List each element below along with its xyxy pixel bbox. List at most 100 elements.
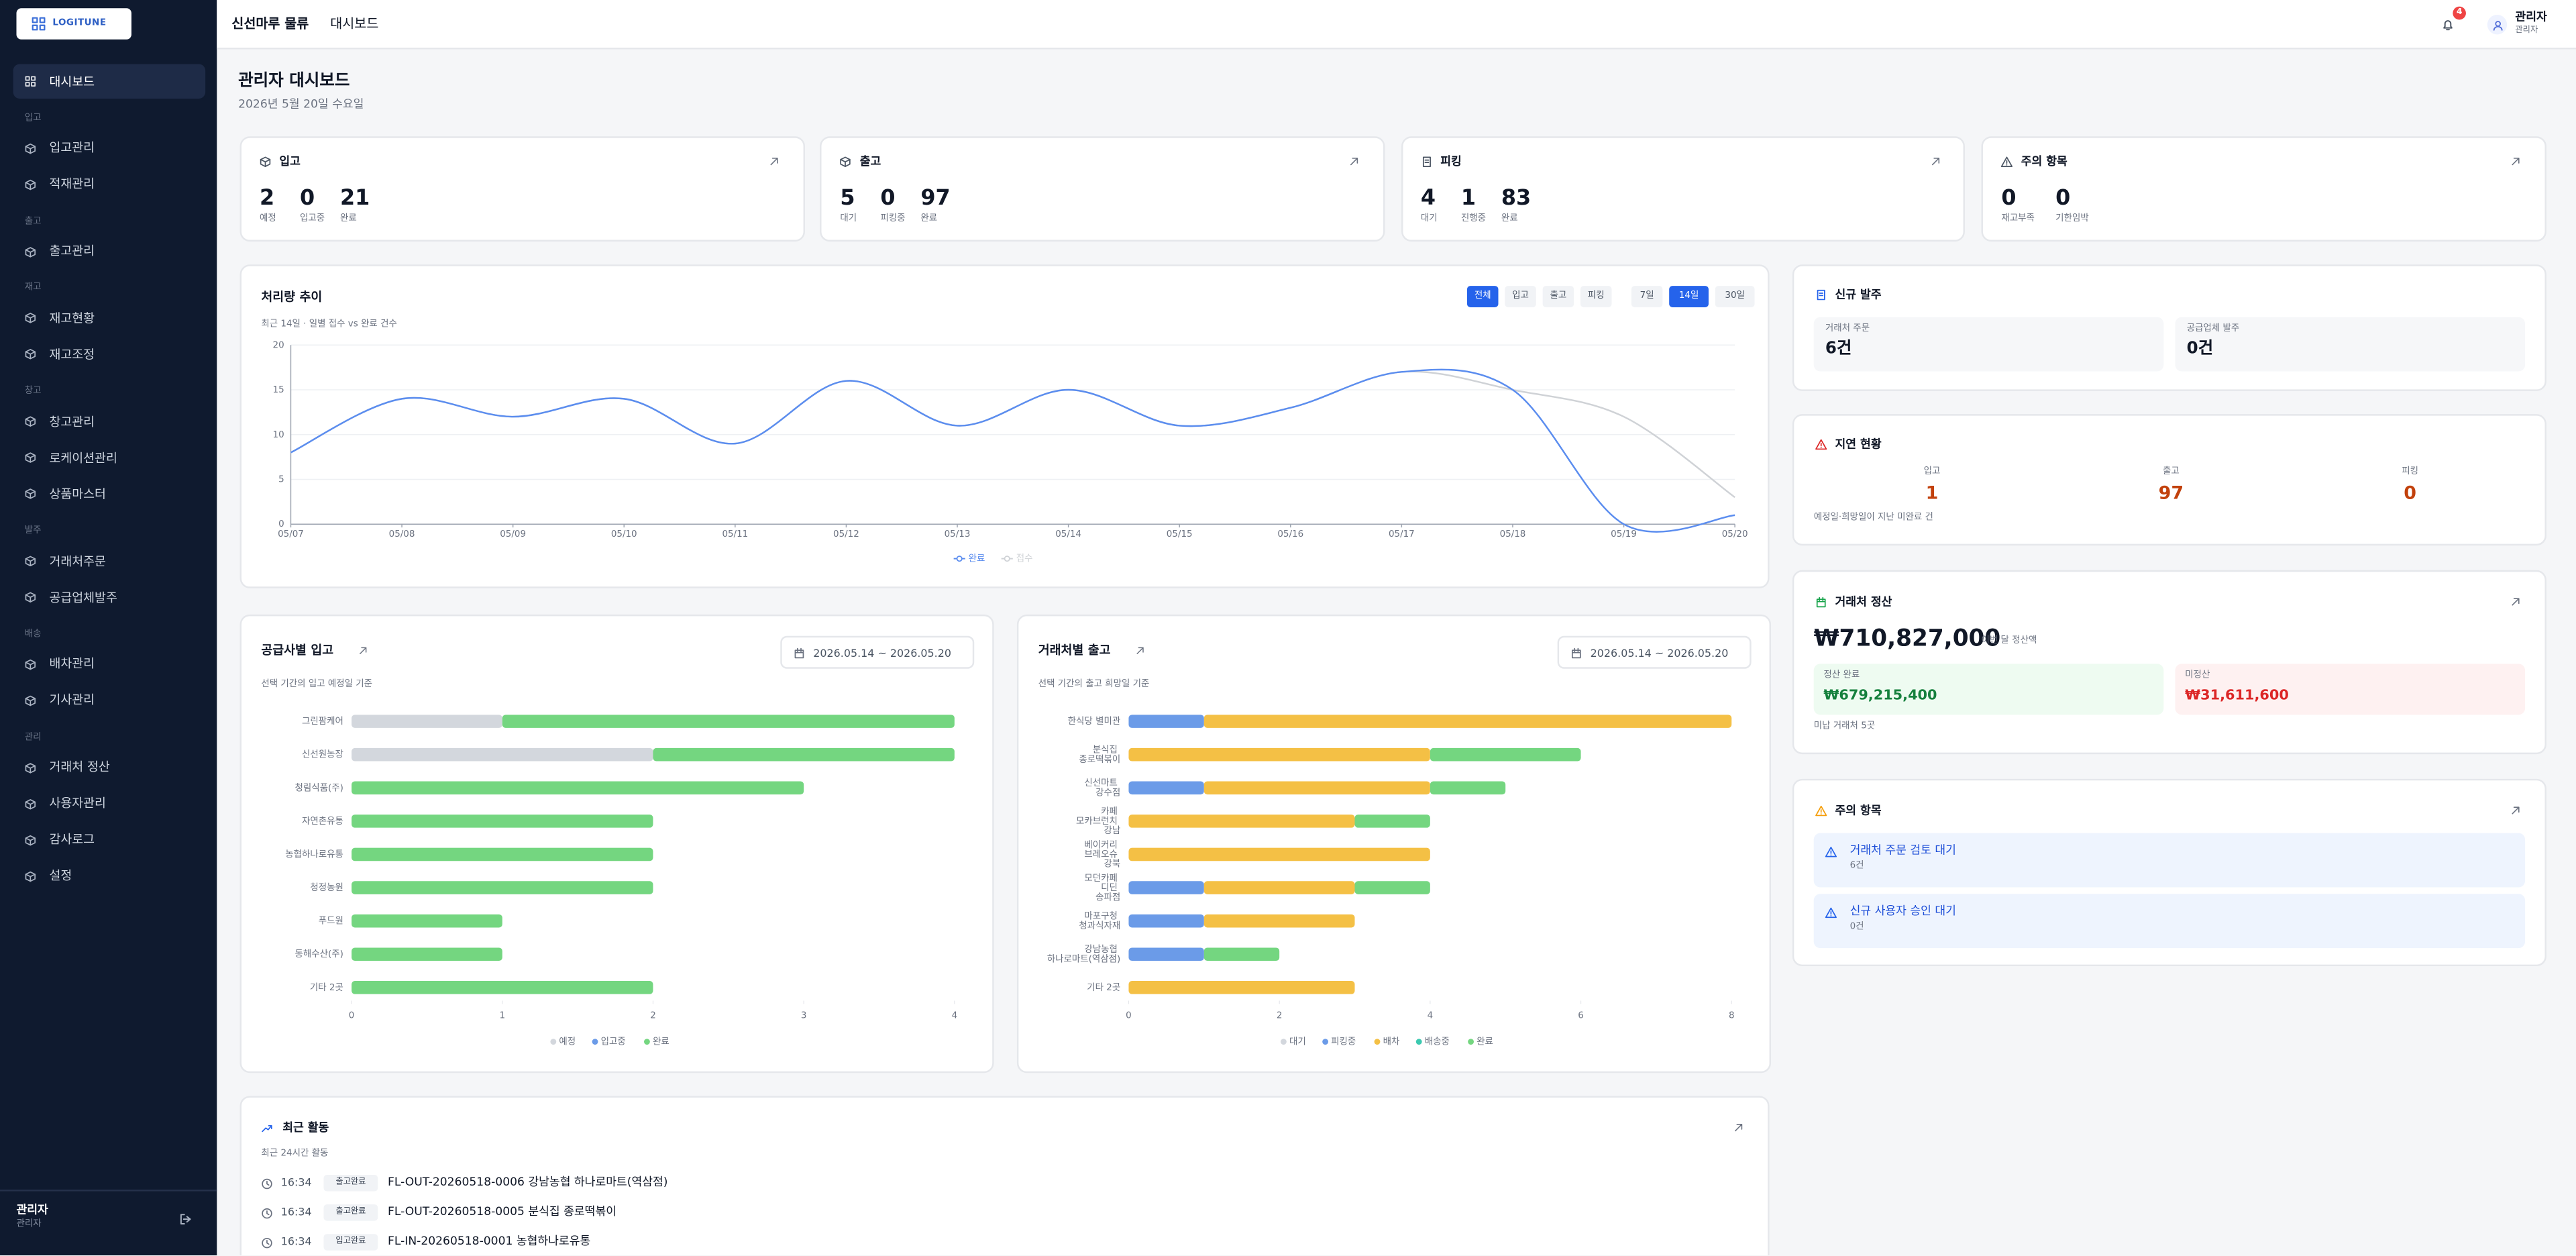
filter-button[interactable]: 피킹: [1580, 286, 1612, 307]
alert-title: 거래처 주문 검토 대기: [1849, 843, 1956, 857]
stat-label: 대기: [1420, 213, 1438, 224]
y-tick-label: 모던카페 디딘 송파점: [1084, 873, 1120, 902]
stat-label: 완료: [920, 213, 938, 224]
chart-subtitle: 선택 기간의 출고 희망일 기준: [1038, 678, 1150, 689]
filter-button[interactable]: 입고: [1505, 286, 1536, 307]
nav-group-label: 배송: [24, 629, 42, 639]
icon[interactable]: [1350, 156, 1360, 167]
delay-label: 입고: [1923, 467, 1941, 477]
icon-stroke: [25, 764, 36, 773]
activity-tag: 출고완료: [323, 1204, 378, 1221]
icon-stroke: [180, 1214, 191, 1224]
delay-label: 피킹: [2402, 467, 2419, 477]
nav-item[interactable]: 대시보드: [49, 73, 95, 89]
bar-segment: [1128, 715, 1204, 728]
filter-button[interactable]: 7일: [1631, 286, 1663, 307]
filter-button[interactable]: 30일: [1715, 286, 1755, 307]
icon-stroke: [1825, 906, 1837, 917]
icon[interactable]: [2510, 805, 2521, 816]
nav-item[interactable]: 상품마스터: [49, 486, 106, 501]
order-stat: 거래처 주문 6건: [1813, 317, 2164, 372]
alert-item[interactable]: 신규 사용자 승인 대기 0건: [1813, 894, 2526, 949]
filter-button-label: 전체: [1474, 290, 1491, 301]
legend-swatch: [956, 556, 963, 562]
y-tick-label: 5: [278, 474, 284, 484]
nav-item[interactable]: 거래처 정산: [49, 760, 110, 775]
filter-button[interactable]: 전체: [1466, 286, 1499, 307]
nav-item[interactable]: 적재관리: [49, 176, 95, 192]
legend-swatch: [592, 1039, 598, 1045]
chart-card: 공급사별 입고 선택 기간의 입고 예정일 기준 0 1 2 3 4 그린팜케어 신선원농장 청림…: [239, 614, 994, 1074]
icon[interactable]: [769, 156, 780, 167]
header-user-name: 관리자: [2515, 10, 2547, 24]
new-orders-card: 신규 발주 거래처 주문 6건 공급업체 발주 0건: [1792, 264, 2546, 391]
nav-item[interactable]: 입고관리: [49, 140, 95, 156]
icon[interactable]: [2441, 18, 2455, 32]
filter-button-label: 피킹: [1587, 290, 1605, 301]
icon-stroke: [770, 158, 778, 166]
nav-item[interactable]: 재고조정: [49, 347, 95, 362]
icon-stroke: [25, 352, 36, 360]
nav-item[interactable]: 공급업체발주: [49, 589, 117, 605]
icon[interactable]: [358, 645, 368, 655]
x-tick-label: 05/20: [1722, 529, 1748, 539]
summary-card-title: 주의 항목: [2021, 155, 2068, 169]
icon: [1816, 596, 1826, 608]
icon-stroke: [25, 837, 36, 845]
icon-stroke: [1931, 158, 1939, 166]
activity-tag: 출고완료: [323, 1175, 378, 1192]
nav-item[interactable]: 사용자관리: [49, 796, 106, 811]
nav-item[interactable]: 설정: [49, 868, 72, 883]
legend-swatch: [1004, 556, 1010, 562]
date-range-picker[interactable]: 2026.05.14 ~ 2026.05.20: [1557, 635, 1752, 669]
nav-item[interactable]: 재고현황: [49, 311, 95, 326]
bar-segment: [1203, 947, 1280, 961]
filter-button[interactable]: 출고: [1542, 286, 1574, 307]
settlement-note: 미납 거래처 5곳: [1813, 721, 1876, 732]
x-tick-label: 05/08: [389, 529, 415, 539]
nav-item[interactable]: 출고관리: [49, 244, 95, 259]
icon[interactable]: [2510, 596, 2521, 607]
nav-item[interactable]: 기사관리: [49, 692, 95, 708]
icon[interactable]: [1134, 645, 1144, 655]
icon: [794, 647, 804, 658]
nav-item[interactable]: 창고관리: [49, 413, 95, 429]
order-stat-label: 거래처 주문: [1825, 324, 1870, 334]
icon-stroke: [1735, 1124, 1743, 1132]
legend-label: 피킹중: [1331, 1037, 1356, 1047]
x-tick-label: 6: [1578, 1010, 1584, 1020]
icon-stroke: [25, 75, 36, 86]
legend-swatch: [1322, 1039, 1329, 1045]
icon[interactable]: [1930, 156, 1941, 167]
bar-segment: [1430, 747, 1581, 762]
nav-item[interactable]: 로케이션관리: [49, 450, 117, 465]
icon-stroke: [841, 158, 851, 167]
nav-item[interactable]: 배차관리: [49, 656, 95, 672]
icon: [25, 416, 36, 427]
settlement-amount: ₩710,827,000: [1813, 626, 2001, 653]
delay-note: 예정일·희망일이 지난 미완료 건: [1813, 513, 1933, 523]
icon-stroke: [262, 1178, 272, 1188]
stat-value: 97: [920, 186, 951, 211]
chart-card: 거래처별 출고 선택 기간의 출고 희망일 기준 0 2 4 6 8 한식당 별미관 분식집 종…: [1016, 614, 1770, 1074]
icon[interactable]: [179, 1212, 193, 1226]
icon-stroke: [260, 158, 271, 167]
filter-button[interactable]: 14일: [1669, 286, 1709, 307]
icon: [25, 452, 36, 464]
nav-item[interactable]: 거래처주문: [49, 553, 106, 568]
nav-item[interactable]: 감사로그: [49, 832, 95, 847]
y-tick-label: 그린팜케어: [302, 716, 343, 727]
chart-title: 거래처별 출고: [1038, 643, 1111, 658]
icon: [25, 313, 36, 324]
alert-item[interactable]: 거래처 주문 검토 대기 6건: [1813, 833, 2526, 888]
icon[interactable]: [2511, 156, 2522, 167]
icon: [25, 659, 36, 670]
icon-stroke: [25, 800, 36, 809]
date-range-picker[interactable]: 2026.05.14 ~ 2026.05.20: [780, 635, 975, 669]
stat-value: 2: [259, 186, 275, 211]
stat-value: 0: [880, 186, 896, 211]
legend-label: 접수: [1016, 554, 1033, 564]
x-tick-label: 05/19: [1611, 529, 1637, 539]
icon[interactable]: [1733, 1122, 1744, 1133]
